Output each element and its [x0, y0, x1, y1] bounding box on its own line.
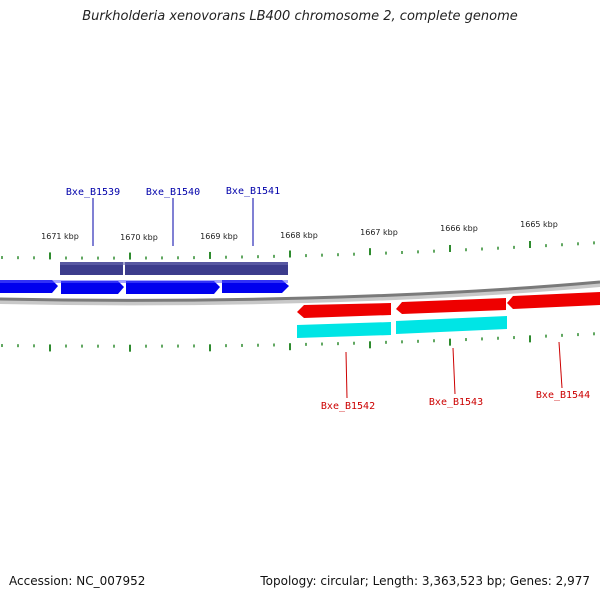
cds-arrow-forward-2[interactable] — [126, 281, 220, 294]
leader-line-b1543 — [452, 347, 456, 395]
accession-text: Accession: NC_007952 — [9, 574, 146, 588]
gene-label-b1542[interactable]: Bxe_B1542 — [321, 401, 375, 412]
topology-summary: Topology: circular; Length: 3,363,523 bp… — [260, 574, 590, 588]
backbone-line — [0, 280, 600, 302]
gene-bar-reverse-2[interactable] — [396, 316, 507, 334]
tick-label-1668: 1668 kbp — [280, 231, 318, 240]
tick-label-1665: 1665 kbp — [520, 220, 558, 229]
leader-line-b1542 — [345, 351, 348, 399]
cds-arrow-reverse-1[interactable] — [297, 303, 391, 318]
gene-label-b1541[interactable]: Bxe_B1541 — [226, 186, 280, 197]
gene-bar-reverse-1[interactable] — [297, 322, 391, 338]
gene-label-b1539[interactable]: Bxe_B1539 — [66, 187, 120, 198]
gene-bar-forward-1[interactable] — [60, 262, 123, 275]
cds-arrow-reverse-3[interactable] — [507, 292, 600, 309]
tick-label-1671: 1671 kbp — [41, 232, 79, 241]
tick-row-top — [1, 241, 595, 260]
cds-arrow-forward-3[interactable] — [222, 280, 289, 293]
leader-line-b1544 — [558, 341, 563, 389]
gene-label-b1543[interactable]: Bxe_B1543 — [429, 397, 483, 408]
cds-arrow-reverse-2[interactable] — [396, 298, 506, 314]
gene-label-b1540[interactable]: Bxe_B1540 — [146, 187, 200, 198]
gene-bar-forward-2[interactable] — [125, 262, 288, 275]
backbone-shadow — [0, 281, 600, 306]
tick-label-1666: 1666 kbp — [440, 224, 478, 233]
cds-forward-shade — [0, 280, 288, 283]
tick-row-bottom — [1, 332, 595, 352]
cds-arrow-forward-0[interactable] — [0, 280, 58, 293]
tick-label-1669: 1669 kbp — [200, 232, 238, 241]
tick-label-1670: 1670 kbp — [120, 233, 158, 242]
gene-label-b1544[interactable]: Bxe_B1544 — [536, 390, 590, 401]
gene-bar-forward-shade — [60, 262, 288, 265]
cds-arrow-forward-1[interactable] — [61, 281, 124, 294]
tick-label-1667: 1667 kbp — [360, 228, 398, 237]
map-title: Burkholderia xenovorans LB400 chromosome… — [82, 9, 518, 24]
